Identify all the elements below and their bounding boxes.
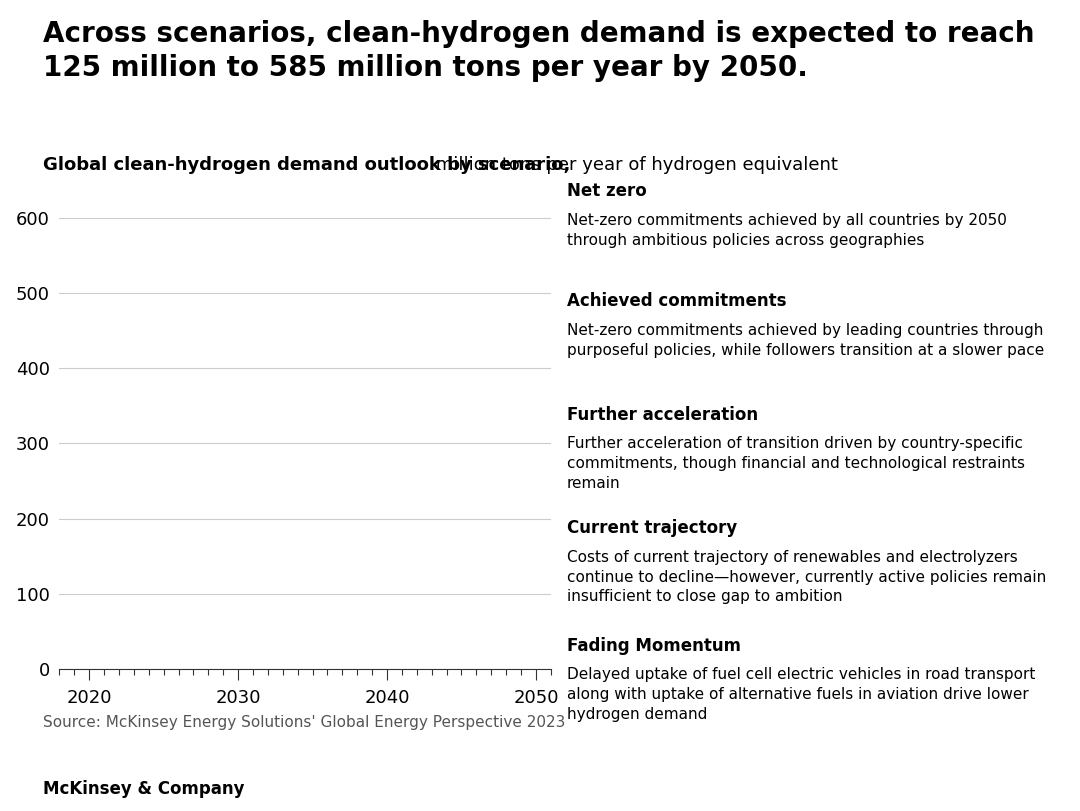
Text: million tons per year of hydrogen equivalent: million tons per year of hydrogen equiva… [430,156,837,174]
Text: Costs of current trajectory of renewables and electrolyzers
continue to decline—: Costs of current trajectory of renewable… [567,550,1047,604]
Text: Delayed uptake of fuel cell electric vehicles in road transport
along with uptak: Delayed uptake of fuel cell electric veh… [567,667,1036,722]
Text: Net zero: Net zero [567,182,647,200]
Text: Current trajectory: Current trajectory [567,519,738,537]
Text: McKinsey & Company: McKinsey & Company [43,780,245,798]
Text: Across scenarios, clean-hydrogen demand is expected to reach
125 million to 585 : Across scenarios, clean-hydrogen demand … [43,20,1035,82]
Text: Fading Momentum: Fading Momentum [567,637,741,654]
Text: Net-zero commitments achieved by leading countries through
purposeful policies, : Net-zero commitments achieved by leading… [567,323,1044,358]
Text: Global clean-hydrogen demand outlook by scenario,: Global clean-hydrogen demand outlook by … [43,156,570,174]
Text: Net-zero commitments achieved by all countries by 2050
through ambitious policie: Net-zero commitments achieved by all cou… [567,213,1007,248]
Text: Achieved commitments: Achieved commitments [567,292,786,310]
Text: Source: McKinsey Energy Solutions' Global Energy Perspective 2023: Source: McKinsey Energy Solutions' Globa… [43,715,566,730]
Text: Further acceleration: Further acceleration [567,406,758,423]
Text: Further acceleration of transition driven by country-specific
commitments, thoug: Further acceleration of transition drive… [567,436,1025,491]
